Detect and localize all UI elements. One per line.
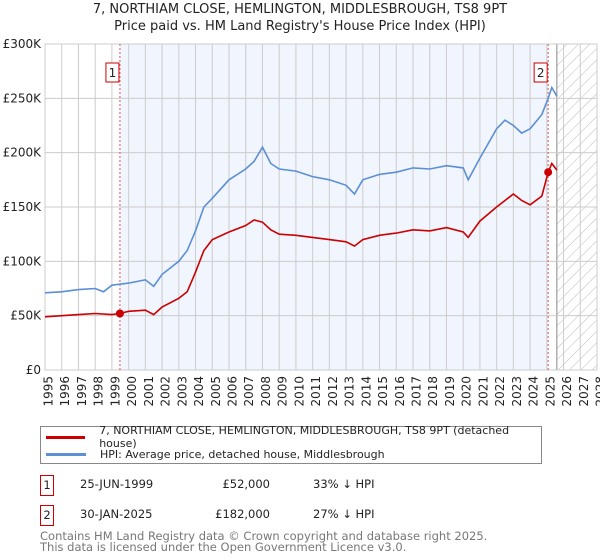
footer-copyright: Contains HM Land Registry data © Crown c… [40, 529, 488, 543]
x-tick-label: 2008 [259, 376, 273, 407]
x-tick-label: 2005 [209, 376, 223, 407]
x-tick-label: 2027 [577, 376, 591, 407]
x-tick-label: 2002 [159, 376, 173, 407]
x-tick-label: 1999 [108, 376, 122, 407]
hpi-line [44, 85, 558, 294]
sale-label: 1 [109, 66, 117, 80]
transaction-row: 2 30-JAN-2025 £182,000 27% ↓ HPI [40, 505, 600, 527]
sale-point [115, 309, 124, 318]
x-tick-label: 1997 [75, 376, 89, 407]
transaction-row: 1 25-JUN-1999 £52,000 33% ↓ HPI [40, 475, 600, 497]
transaction-marker: 2 [40, 505, 54, 526]
transaction-hpi: 27% ↓ HPI [313, 507, 375, 521]
x-tick-label: 2017 [410, 376, 424, 407]
x-tick-label: 2014 [359, 376, 373, 407]
legend-blue-label: HPI: Average price, detached house, Midd… [100, 447, 385, 461]
property-price-line [44, 161, 558, 318]
y-tick-label: £300K [3, 37, 43, 51]
x-tick-label: 2020 [460, 376, 474, 407]
y-tick-label: £250K [3, 91, 43, 105]
legend-item-hpi: HPI: Average price, detached house, Midd… [41, 446, 385, 462]
x-tick-label: 2025 [543, 376, 557, 407]
y-tick-label: £0 [26, 363, 41, 377]
x-tick-label: 2016 [393, 376, 407, 407]
x-tick-label: 2013 [343, 376, 357, 407]
y-tick-label: £100K [3, 254, 43, 268]
x-tick-label: 2007 [242, 376, 256, 407]
legend-red-label: 7, NORTHIAM CLOSE, HEMLINGTON, MIDDLESBR… [99, 424, 510, 450]
legend-red-swatch [46, 435, 86, 439]
transaction-price: £52,000 [222, 477, 270, 491]
x-tick-label: 2003 [175, 376, 189, 407]
x-tick-label: 2001 [142, 376, 156, 407]
x-tick-label: 1995 [42, 376, 56, 407]
legend: 7, NORTHIAM CLOSE, HEMLINGTON, MIDDLESBR… [40, 424, 542, 464]
x-tick-label: 2018 [426, 376, 440, 407]
x-tick-label: 2012 [326, 376, 340, 407]
footer: Contains HM Land Registry data © Crown c… [40, 529, 488, 554]
x-tick-label: 2024 [527, 376, 541, 407]
x-tick-label: 2026 [560, 376, 574, 407]
plot-border [44, 43, 598, 371]
y-tick-label: £200K [3, 146, 43, 160]
x-tick-label: 1998 [92, 376, 106, 407]
x-tick-label: 2006 [226, 376, 240, 407]
x-tick-label: 2000 [125, 376, 139, 407]
x-tick-label: 2021 [476, 376, 490, 407]
sale-point [544, 168, 553, 177]
chart-subtitle: Price paid vs. HM Land Registry's House … [114, 19, 486, 34]
x-tick-label: 2011 [309, 376, 323, 407]
x-tick-label: 2022 [493, 376, 507, 407]
transaction-marker: 1 [40, 475, 54, 496]
footer-licence: This data is licensed under the Open Gov… [40, 540, 407, 554]
sale-label-box [533, 62, 548, 83]
sale-label: 2 [537, 66, 545, 80]
transaction-date: 30-JAN-2025 [80, 507, 153, 521]
legend-item-property: 7, NORTHIAM CLOSE, HEMLINGTON, MIDDLESBR… [41, 424, 541, 450]
x-tick-label: 2028 [594, 376, 600, 407]
x-tick-label: 1996 [58, 376, 72, 407]
sale-label-box [105, 62, 120, 83]
transaction-price: £182,000 [215, 507, 270, 521]
x-tick-label: 2009 [276, 376, 290, 407]
legend-blue-swatch [46, 452, 86, 456]
x-tick-label: 2023 [510, 376, 524, 407]
price-chart: 1995 1996 1997 1998 1999 2000 2001 2002 2003 2004… [3, 37, 600, 407]
transaction-hpi: 33% ↓ HPI [313, 477, 375, 491]
transaction-date: 25-JUN-1999 [80, 477, 154, 491]
x-tick-label: 2004 [192, 376, 206, 407]
x-tick-label: 2015 [376, 376, 390, 407]
chart-title: 7, NORTHIAM CLOSE, HEMLINGTON, MIDDLESBR… [92, 2, 508, 17]
x-tick-label: 2010 [292, 376, 306, 407]
y-tick-label: £50K [10, 309, 42, 323]
y-tick-label: £150K [3, 200, 43, 214]
x-tick-label: 2019 [443, 376, 457, 407]
